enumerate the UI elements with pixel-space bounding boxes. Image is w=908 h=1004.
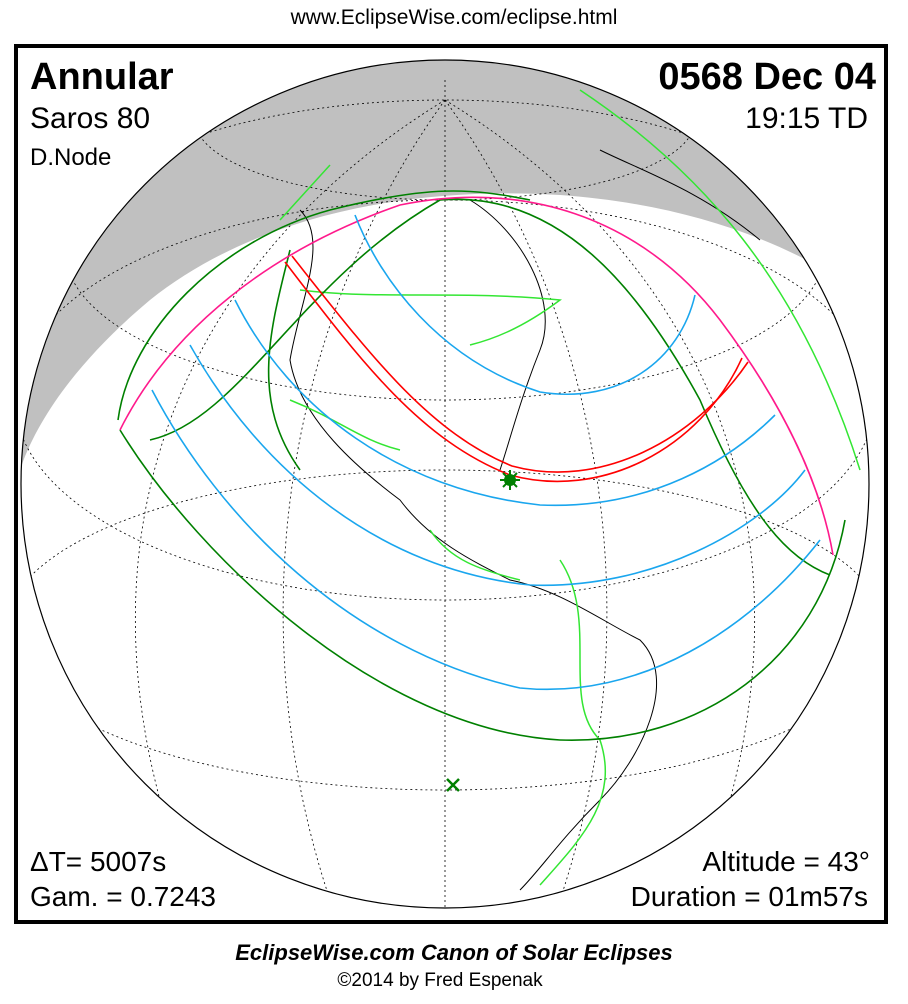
altitude: Altitude = 43° (702, 846, 870, 877)
gamma: Gam. = 0.7243 (30, 881, 217, 912)
rise-set-curves (117, 190, 846, 741)
star-icon (500, 470, 520, 490)
x-mark-icon (446, 778, 460, 792)
penumbral-limits (119, 196, 834, 556)
eclipse-type: Annular (30, 56, 174, 98)
map-frame (14, 44, 888, 924)
copyright: ©2014 by Fred Espenak (337, 970, 543, 991)
eclipse-date: 0568 Dec 04 (658, 56, 876, 98)
globe-outline (20, 59, 870, 909)
magnitude-curves (151, 214, 821, 691)
delta-t: ΔT= 5007s (30, 846, 167, 877)
saros-number: Saros 80 (30, 102, 151, 135)
eclipse-time: 19:15 TD (745, 102, 868, 135)
borders (279, 89, 861, 886)
url-text: www.EclipseWise.com/eclipse.html (290, 6, 618, 29)
canon-title: EclipseWise.com Canon of Solar Eclipses (235, 940, 673, 965)
duration: Duration = 01m57s (630, 881, 868, 912)
coastlines (289, 149, 761, 891)
node-label: D.Node (30, 144, 112, 171)
